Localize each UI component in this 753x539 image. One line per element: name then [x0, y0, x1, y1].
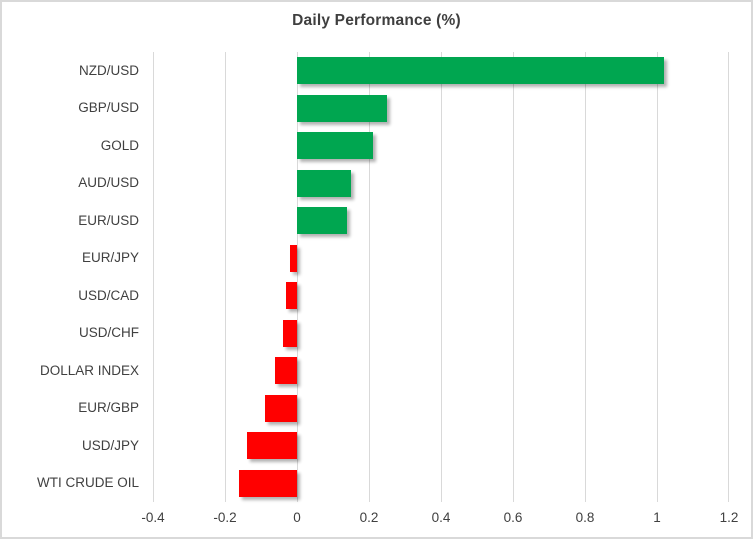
bar-nzd-usd: [297, 57, 665, 85]
gridline: [513, 52, 514, 502]
bar-eur-jpy: [289, 244, 297, 272]
gridline: [585, 52, 586, 502]
category-label: GOLD: [100, 137, 139, 153]
bar-eur-gbp: [264, 394, 297, 422]
tick-label: 0.6: [503, 510, 523, 525]
tick-label: -0.4: [141, 510, 165, 525]
category-label: WTI CRUDE OIL: [36, 475, 139, 491]
tick-label: 0.8: [575, 510, 595, 525]
category-label: NZD/USD: [79, 62, 139, 78]
bar-aud-usd: [297, 169, 351, 197]
gridline: [153, 52, 154, 502]
bar-usd-chf: [282, 319, 297, 347]
gridline: [225, 52, 226, 502]
gridline: [441, 52, 442, 502]
tick-label: 0: [293, 510, 301, 525]
bar-eur-usd: [297, 207, 348, 235]
tick-label: 0.2: [359, 510, 379, 525]
gridline: [297, 52, 298, 502]
tick-label: 0.4: [431, 510, 451, 525]
category-label: DOLLAR INDEX: [39, 362, 139, 378]
bar-usd-cad: [286, 282, 297, 310]
bar-dollar-index: [275, 357, 297, 385]
category-label: AUD/USD: [78, 175, 139, 191]
category-label: USD/CAD: [78, 287, 139, 303]
tick-label: 1: [653, 510, 661, 525]
bar-usd-jpy: [246, 432, 297, 460]
category-label: USD/JPY: [81, 437, 139, 453]
value-axis-labels: -0.4 -0.2 0 0.2 0.4 0.6 0.8 1 1.2: [141, 508, 738, 532]
tick-label: -0.2: [213, 510, 237, 525]
gridline: [369, 52, 370, 502]
chart-title: Daily Performance (%): [292, 12, 461, 29]
gridline: [657, 52, 658, 502]
category-axis-labels: NZD/USD GBP/USD GOLD AUD/USD EUR/USD EUR/JPY U…: [2, 52, 139, 502]
bar-wti-crude-oil: [239, 469, 297, 497]
category-label: EUR/USD: [78, 212, 139, 228]
category-label: EUR/JPY: [81, 250, 139, 266]
category-label: GBP/USD: [78, 100, 139, 116]
gridline: [728, 52, 729, 502]
bar-gold: [297, 132, 373, 160]
bar-gbp-usd: [297, 94, 387, 122]
category-label: USD/CHF: [79, 325, 139, 341]
plot-area: [153, 52, 729, 502]
category-label: EUR/GBP: [78, 400, 139, 416]
tick-label: 1.2: [719, 510, 739, 525]
